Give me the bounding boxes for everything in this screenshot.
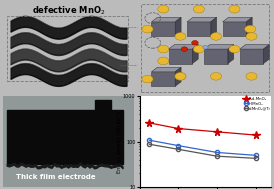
d-MnO₂@Ti: [148, 143, 151, 145]
H-MnO₂: [254, 154, 257, 156]
Text: Thick film electrode: Thick film electrode: [16, 174, 96, 180]
Circle shape: [158, 57, 169, 65]
H-MnO₂: [215, 151, 219, 154]
Polygon shape: [228, 45, 234, 64]
Bar: [7, 110, 122, 164]
Circle shape: [193, 45, 204, 53]
Polygon shape: [187, 17, 217, 22]
Polygon shape: [152, 67, 181, 72]
Polygon shape: [169, 45, 198, 49]
Circle shape: [246, 73, 257, 80]
Polygon shape: [152, 72, 175, 86]
Polygon shape: [175, 67, 181, 86]
Circle shape: [142, 25, 153, 33]
Circle shape: [229, 45, 240, 53]
Polygon shape: [240, 45, 269, 49]
Polygon shape: [175, 17, 181, 36]
Circle shape: [210, 33, 221, 40]
Circle shape: [175, 73, 186, 80]
Circle shape: [142, 75, 153, 83]
Circle shape: [192, 40, 198, 45]
Circle shape: [175, 33, 186, 40]
Circle shape: [158, 5, 169, 13]
Polygon shape: [222, 17, 252, 22]
Polygon shape: [240, 49, 263, 64]
Text: defective MnO$_2$: defective MnO$_2$: [32, 5, 105, 17]
Polygon shape: [152, 22, 175, 36]
Line: R-d-MnO₂: R-d-MnO₂: [145, 119, 259, 139]
Y-axis label: Energy density (Wh kg⁻¹): Energy density (Wh kg⁻¹): [116, 111, 122, 173]
Legend: R-d-MnO₂, H-MnO₂, d-MnO₂@Ti: R-d-MnO₂, H-MnO₂, d-MnO₂@Ti: [243, 97, 271, 111]
Circle shape: [181, 47, 188, 51]
Polygon shape: [152, 17, 181, 22]
R-d-MnO₂: [215, 131, 219, 133]
d-MnO₂@Ti: [254, 157, 257, 160]
Circle shape: [193, 5, 204, 13]
d-MnO₂@Ti: [177, 148, 180, 150]
H-MnO₂: [177, 145, 180, 147]
Bar: [95, 100, 111, 113]
Circle shape: [245, 25, 256, 33]
Line: H-MnO₂: H-MnO₂: [147, 138, 258, 157]
R-d-MnO₂: [254, 134, 257, 136]
Polygon shape: [187, 22, 211, 36]
R-d-MnO₂: [148, 122, 151, 124]
Circle shape: [246, 33, 257, 40]
Polygon shape: [211, 17, 217, 36]
Polygon shape: [204, 45, 234, 49]
Circle shape: [203, 46, 208, 49]
Circle shape: [158, 45, 169, 53]
Line: d-MnO₂@Ti: d-MnO₂@Ti: [147, 142, 258, 160]
Polygon shape: [192, 45, 198, 64]
R-d-MnO₂: [177, 127, 180, 130]
Polygon shape: [169, 49, 192, 64]
d-MnO₂@Ti: [215, 155, 219, 157]
Polygon shape: [222, 22, 246, 36]
H-MnO₂: [148, 139, 151, 141]
Polygon shape: [263, 45, 269, 64]
Polygon shape: [204, 49, 228, 64]
Circle shape: [229, 5, 240, 13]
Circle shape: [175, 73, 186, 80]
Polygon shape: [246, 17, 252, 36]
Circle shape: [210, 73, 221, 80]
